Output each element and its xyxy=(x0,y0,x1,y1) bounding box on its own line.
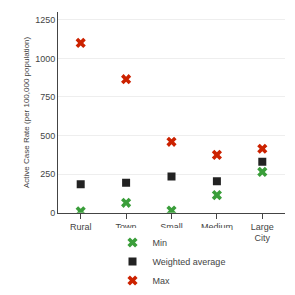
svg-text:Town: Town xyxy=(115,221,137,232)
html-text:City: City xyxy=(209,233,225,244)
svg-text:Active Case Rate (per 100,000: Active Case Rate (per 100,000 population… xyxy=(22,36,31,188)
svg-text:1000: 1000 xyxy=(35,54,55,64)
html-text:Small: Small xyxy=(160,221,183,232)
svg-text:Min: Min xyxy=(153,238,168,248)
html-text:Medium: Medium xyxy=(200,221,233,232)
svg-text:Rural: Rural xyxy=(70,222,92,232)
svg-text:Weighted average: Weighted average xyxy=(153,257,226,267)
svg-text:Max: Max xyxy=(153,276,171,286)
svg-text:1250: 1250 xyxy=(35,15,55,25)
svg-text:750: 750 xyxy=(40,92,55,102)
svg-text:500: 500 xyxy=(40,131,55,141)
html-text:City: City xyxy=(163,233,180,244)
svg-text:LargeCity: LargeCity xyxy=(251,222,274,244)
svg-text:0: 0 xyxy=(50,208,55,218)
svg-text:250: 250 xyxy=(40,169,55,179)
